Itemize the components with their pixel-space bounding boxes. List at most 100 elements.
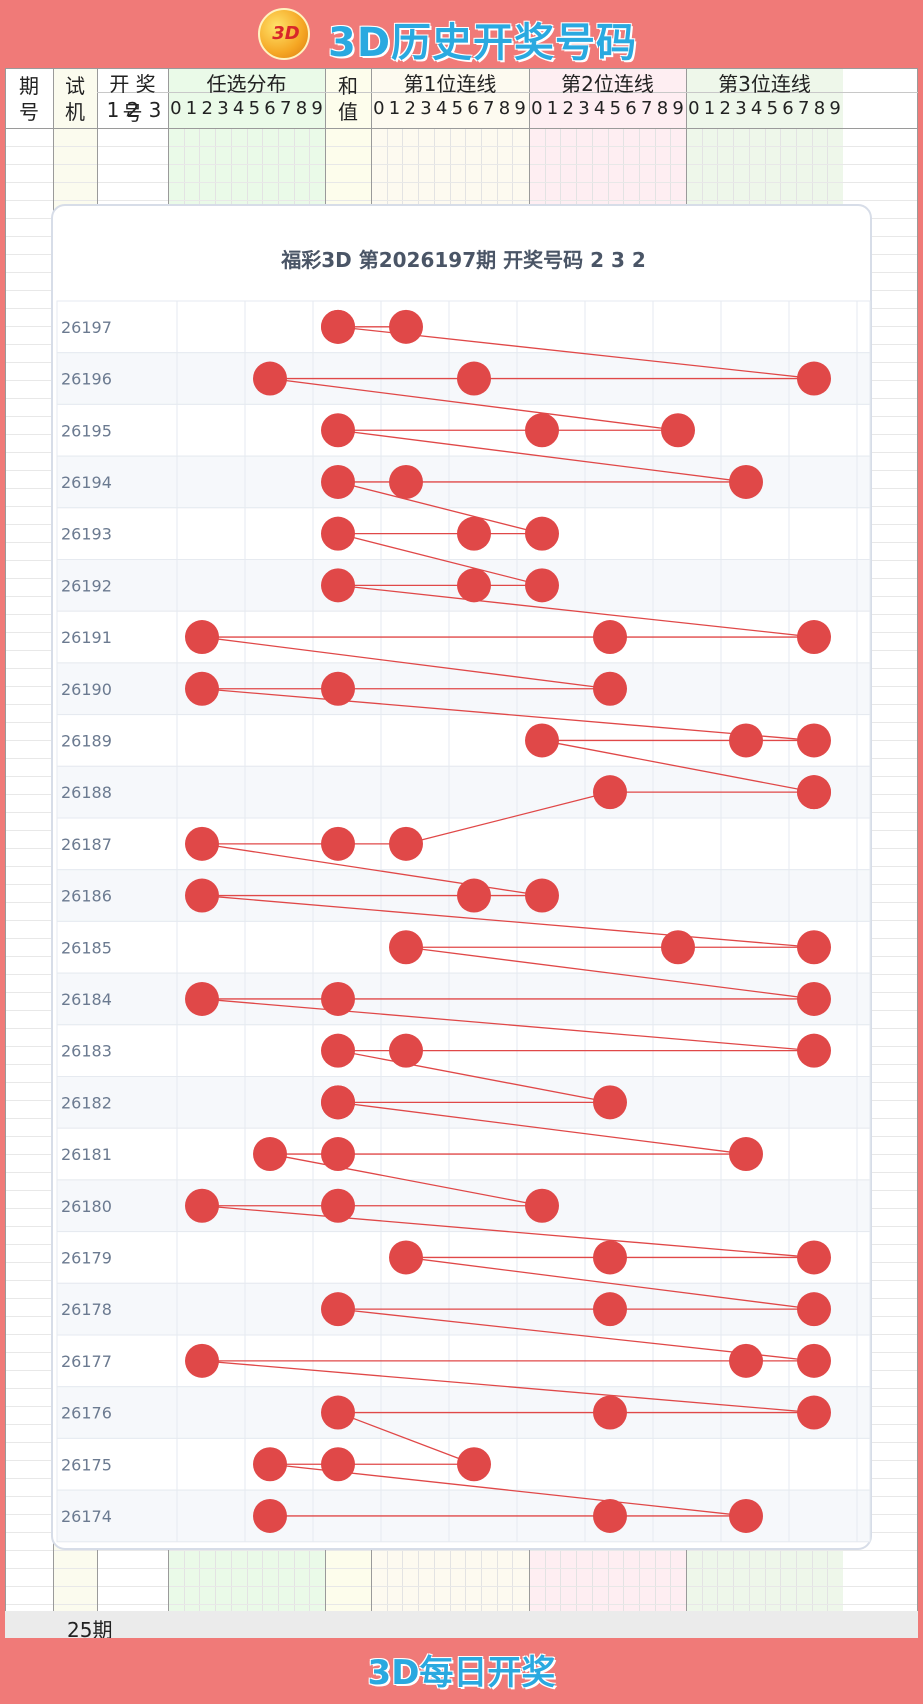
footer-row [5, 1611, 918, 1638]
ball-point [661, 930, 695, 965]
period-label: 26190 [61, 680, 112, 699]
row-divider [97, 92, 918, 93]
ball-point [321, 981, 355, 1016]
ball-point [321, 309, 355, 344]
ball-point [185, 620, 219, 655]
digit-header: 7 [798, 98, 810, 119]
ball-point [525, 413, 559, 448]
grid-line [5, 1550, 918, 1551]
ball-point [457, 516, 491, 551]
period-label: 26183 [61, 1042, 112, 1061]
connector-line [405, 791, 611, 845]
ball-point [321, 1085, 355, 1120]
ball-point [729, 723, 763, 758]
ball-point [253, 1137, 287, 1172]
ball-point [525, 723, 559, 758]
header-period-2: 号 [19, 100, 39, 124]
ball-point [797, 930, 831, 965]
grid-line [5, 1568, 918, 1569]
page-title: 3D历史开奖号码 [328, 20, 638, 66]
grid-line [5, 200, 918, 201]
logo-text: 3D [272, 23, 300, 44]
digit-header: 4 [750, 98, 763, 119]
grid-line [5, 164, 918, 165]
period-label: 26176 [61, 1404, 112, 1423]
digit-header: 3 [420, 98, 432, 119]
ball-point [593, 671, 627, 706]
period-label: 26194 [61, 473, 112, 492]
ball-point [797, 981, 831, 1016]
ball-point [593, 1498, 627, 1533]
ball-point [321, 1395, 355, 1430]
chart-plot: 26197 26196 26195 26194 26193 26192 26191 26190… [56, 300, 871, 1543]
col-divider [917, 68, 918, 1638]
ball-point [797, 620, 831, 655]
connector-line [269, 1153, 543, 1207]
digit-header: 5 [248, 98, 261, 119]
ball-point [797, 1033, 831, 1068]
ball-point [185, 1343, 219, 1378]
digit-header: 5 [451, 98, 464, 119]
digit-header: 2 [719, 98, 731, 119]
period-label: 26184 [61, 990, 112, 1009]
ball-point [321, 1137, 355, 1172]
connector-line [201, 688, 815, 742]
digit-header: 9 [311, 98, 323, 119]
period-label: 26187 [61, 835, 112, 854]
ball-point [729, 464, 763, 499]
ball-point [321, 516, 355, 551]
digit-header: 9 [514, 98, 526, 119]
ball-point [593, 775, 627, 810]
digit-header: 6 [625, 98, 637, 119]
ball-point [593, 1292, 627, 1327]
ball-point [321, 1292, 355, 1327]
header-draw-digit: 1 [106, 98, 120, 122]
period-label: 26175 [61, 1455, 112, 1474]
period-label: 26182 [61, 1093, 112, 1112]
ball-point [253, 361, 287, 396]
connector-line [405, 946, 815, 1000]
digit-header: 0 [531, 98, 543, 119]
digit-header: 8 [498, 98, 511, 119]
connector-line [337, 1050, 611, 1103]
connector-line [201, 1205, 815, 1259]
chart-title: 福彩3D 第2026197期 开奖号码 2 3 2 [281, 248, 646, 272]
ball-point [253, 1447, 287, 1482]
period-label: 26189 [61, 731, 112, 750]
header-pos1: 第1位连线 [403, 72, 497, 96]
ball-point [729, 1343, 763, 1378]
connector-line [337, 481, 543, 535]
period-label: 26178 [61, 1300, 112, 1319]
digit-header: 3 [578, 98, 590, 119]
connector-line [201, 636, 611, 690]
header-sum-1: 和 [338, 74, 358, 98]
ball-point [321, 826, 355, 861]
connector-line [337, 533, 543, 586]
period-label: 26180 [61, 1197, 112, 1216]
header-draw-digit: 3 [148, 98, 162, 122]
period-label: 26174 [61, 1507, 112, 1526]
digit-header: 0 [373, 98, 385, 119]
ball-point [321, 464, 355, 499]
digit-header: 4 [593, 98, 606, 119]
digit-header: 1 [185, 98, 198, 119]
period-label: 26185 [61, 938, 112, 957]
ball-point [389, 1240, 423, 1275]
ball-point [729, 1137, 763, 1172]
ball-point [525, 1188, 559, 1223]
ball-point [389, 1033, 423, 1068]
ball-point [389, 309, 423, 344]
period-label: 26193 [61, 525, 112, 544]
digit-header: 4 [232, 98, 245, 119]
chart-card: 福彩3D 第2026197期 开奖号码 2 3 2 26197 26196 2619… [51, 204, 872, 1550]
col-divider [5, 68, 6, 1638]
grid-line [5, 1604, 918, 1605]
footer-title: 3D每日开奖 [367, 1653, 556, 1693]
header-draw-digit: 2 [126, 98, 140, 122]
ball-point [321, 1033, 355, 1068]
digit-header: 0 [688, 98, 700, 119]
ball-point [797, 723, 831, 758]
ball-point [593, 1240, 627, 1275]
connector-line [201, 998, 815, 1052]
digit-header: 6 [467, 98, 479, 119]
